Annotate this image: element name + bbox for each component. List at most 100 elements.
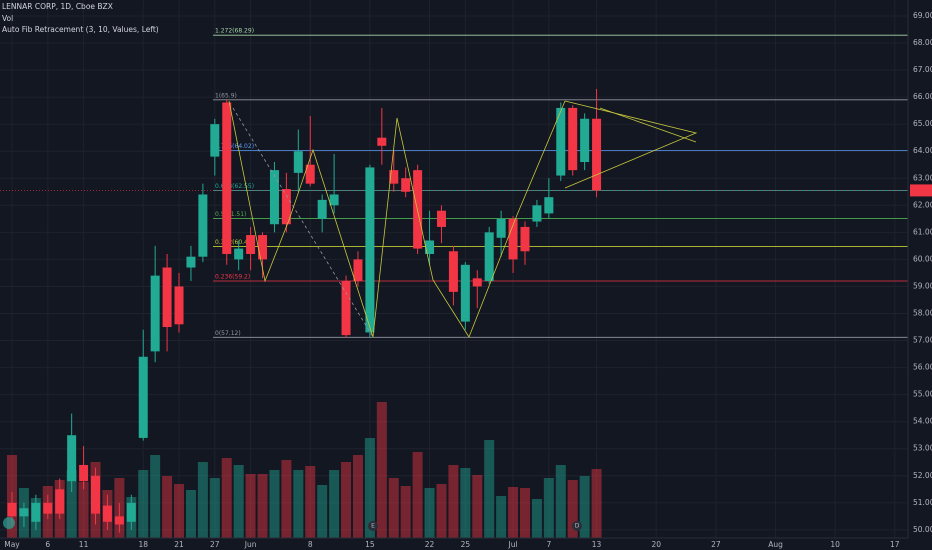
candle-body bbox=[31, 502, 41, 522]
volume-bar bbox=[543, 478, 554, 538]
volume-bar bbox=[591, 469, 602, 538]
volume-bar bbox=[460, 468, 471, 538]
y-tick-label: 62.00 bbox=[913, 200, 932, 209]
candle-body bbox=[580, 118, 590, 163]
y-tick-label: 63.00 bbox=[913, 173, 932, 182]
candle-body bbox=[377, 137, 387, 146]
candle-body bbox=[55, 489, 65, 514]
candle-body bbox=[401, 178, 411, 192]
candle-body bbox=[472, 278, 482, 287]
volume-bar bbox=[519, 488, 530, 538]
candle-body bbox=[7, 502, 17, 517]
candle-body bbox=[114, 516, 124, 525]
x-tick-label: 27 bbox=[210, 540, 220, 549]
fib-label: 1(65.9) bbox=[215, 92, 237, 99]
volume-bar bbox=[305, 466, 316, 538]
candle-body bbox=[258, 235, 268, 260]
volume-label: Vol bbox=[2, 14, 13, 23]
fib-trend bbox=[232, 107, 374, 338]
candle-body bbox=[425, 240, 435, 254]
x-tick-label: 27 bbox=[711, 540, 721, 549]
y-tick-label: 56.00 bbox=[913, 363, 932, 372]
y-tick-label: 58.00 bbox=[913, 308, 932, 317]
candle-body bbox=[556, 107, 566, 176]
x-tick-label: 13 bbox=[592, 540, 602, 549]
x-tick-label: Jul bbox=[508, 540, 518, 549]
volume-bar bbox=[233, 465, 244, 538]
candle-body bbox=[353, 259, 363, 282]
volume-bar bbox=[293, 470, 304, 538]
volume-bar bbox=[400, 486, 411, 538]
event-label[interactable]: E bbox=[371, 523, 375, 530]
logo[interactable] bbox=[3, 517, 15, 529]
candle-body bbox=[138, 356, 148, 438]
volume-bar bbox=[508, 487, 519, 538]
volume-bar bbox=[197, 462, 208, 538]
x-tick-label: 17 bbox=[890, 540, 900, 549]
volume-bar bbox=[388, 478, 399, 538]
volume-bar bbox=[245, 474, 256, 538]
volume-bar bbox=[484, 440, 495, 538]
candle-body bbox=[186, 256, 196, 268]
volume-bar bbox=[531, 499, 542, 538]
candle-body bbox=[210, 124, 220, 157]
candle-body bbox=[508, 218, 518, 260]
event-label[interactable]: D bbox=[575, 523, 580, 530]
candle-body bbox=[174, 286, 184, 325]
volume-bar bbox=[376, 402, 387, 538]
y-tick-label: 66.00 bbox=[913, 92, 932, 101]
x-tick-label: May bbox=[4, 540, 20, 549]
candle-body bbox=[79, 464, 89, 482]
candle-body bbox=[532, 205, 542, 222]
candle-body bbox=[150, 275, 160, 352]
candle-body bbox=[126, 502, 136, 522]
x-tick-label: 6 bbox=[45, 540, 50, 549]
x-tick-label: 11 bbox=[79, 540, 89, 549]
candle-body bbox=[592, 118, 602, 191]
y-tick-label: 60.00 bbox=[913, 254, 932, 263]
x-tick-label: 18 bbox=[138, 540, 148, 549]
triangle-edge bbox=[599, 107, 697, 143]
y-tick-label: 55.00 bbox=[913, 390, 932, 399]
volume-bar bbox=[472, 475, 483, 538]
candle-body bbox=[198, 194, 208, 257]
fib-label: 0.618(62.55) bbox=[215, 183, 254, 190]
volume-bar bbox=[66, 470, 77, 538]
candle-body bbox=[329, 194, 339, 206]
candle-body bbox=[43, 502, 53, 514]
volume-bar bbox=[329, 470, 340, 538]
x-tick-label: Aug bbox=[768, 540, 783, 549]
triangle bbox=[564, 100, 698, 189]
candle-body bbox=[496, 218, 506, 238]
event-icon[interactable] bbox=[368, 521, 378, 531]
y-tick-label: 51.00 bbox=[913, 498, 932, 507]
candle-body bbox=[448, 251, 458, 292]
candle-body bbox=[234, 248, 244, 260]
current-price-tag bbox=[910, 184, 932, 197]
y-tick-label: 59.00 bbox=[913, 281, 932, 290]
volume-bar bbox=[185, 490, 196, 538]
y-tick-label: 53.00 bbox=[913, 444, 932, 453]
volume-bar bbox=[162, 476, 173, 538]
volume-bar bbox=[341, 462, 352, 538]
event-icon[interactable] bbox=[572, 521, 582, 531]
x-tick-label: 8 bbox=[308, 540, 313, 549]
fib-label: 0.786(64.02) bbox=[215, 143, 254, 150]
y-tick-label: 57.00 bbox=[913, 336, 932, 345]
volume-bar bbox=[364, 438, 375, 538]
fib-label: 0.382(60.48) bbox=[215, 239, 254, 246]
candle-body bbox=[281, 189, 291, 225]
x-tick-label: 7 bbox=[546, 540, 551, 549]
y-tick-label: 52.00 bbox=[913, 471, 932, 480]
fib-label: 0(57.12) bbox=[215, 330, 241, 337]
volume-bar bbox=[496, 496, 507, 538]
volume-bar bbox=[555, 465, 566, 538]
candle-body bbox=[389, 170, 399, 184]
x-tick-label: 21 bbox=[174, 540, 184, 549]
chart-title: LENNAR CORP, 1D, Cboe BZX bbox=[2, 2, 113, 11]
candle-body bbox=[162, 267, 172, 328]
fib-label: 0.236(59.2) bbox=[215, 274, 250, 281]
candle-body bbox=[246, 235, 256, 254]
y-tick-label: 64.00 bbox=[913, 146, 932, 155]
